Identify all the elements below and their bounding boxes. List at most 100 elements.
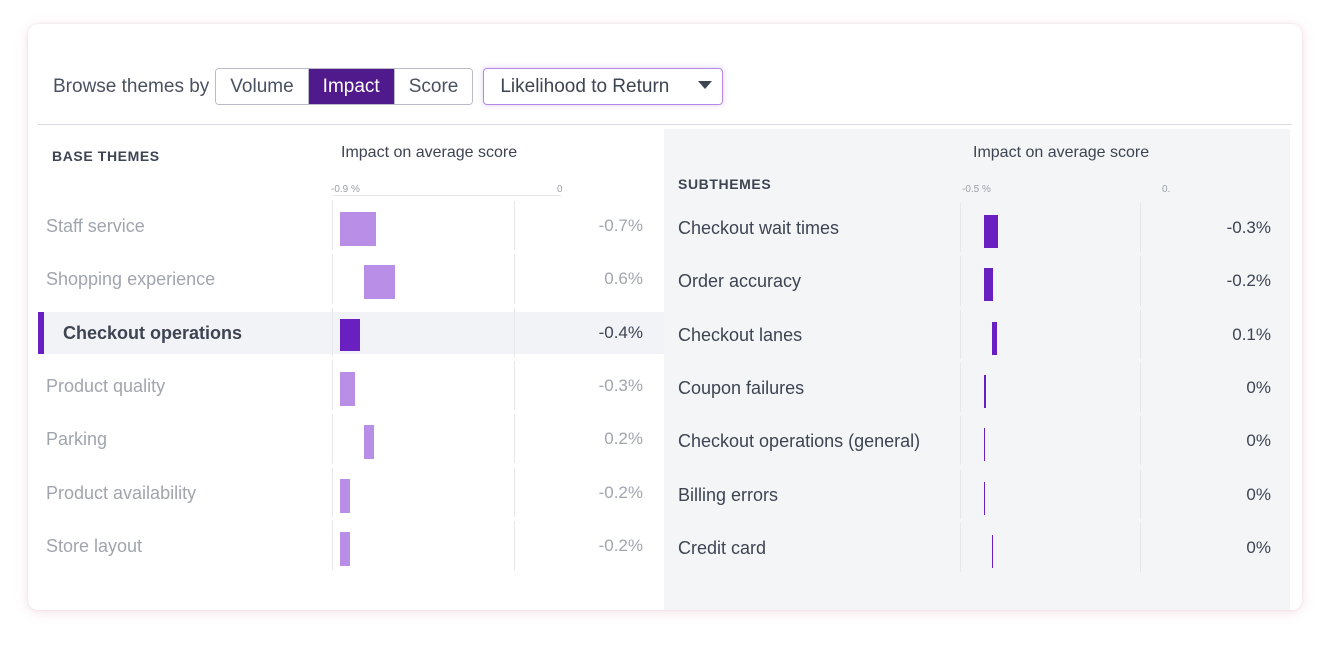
chart-gridline [1140,469,1141,519]
impact-value: 0% [1246,537,1271,557]
chart-gridline [332,307,333,357]
impact-button[interactable]: Impact [308,69,395,104]
impact-value: -0.7% [598,216,643,235]
impact-bar [984,481,985,515]
base-theme-row[interactable]: Shopping experience 0.6% [38,254,664,304]
base-theme-row[interactable]: Store layout -0.2% [38,520,664,571]
impact-value: -0.2% [598,535,643,555]
impact-value: -0.2% [1226,271,1271,291]
impact-value: 0.1% [1232,324,1271,344]
impact-bar [340,371,356,406]
impact-value: -0.4% [598,322,643,342]
chart-gridline [332,414,333,464]
base-axis-line [333,195,561,196]
subtheme-row[interactable]: Checkout operations (general) 0% [664,416,1290,466]
metric-dropdown[interactable]: Likelihood to Return [483,68,724,105]
sub-tick-left: -0.5 % [962,184,991,195]
chart-gridline [332,201,333,251]
chart-gridline [514,414,515,464]
theme-name: Coupon failures [678,377,805,398]
theme-name: Parking [46,429,108,450]
subtheme-row[interactable]: Billing errors 0% [664,469,1290,519]
chart-gridline [960,362,961,413]
base-tick-left: -0.9 % [331,184,360,195]
theme-name: Billing errors [678,484,779,505]
impact-bar [984,374,987,408]
chart-gridline [514,520,515,571]
selected-indicator [38,311,44,354]
chart-gridline [960,469,961,519]
score-button[interactable]: Score [394,69,473,104]
chart-gridline [514,467,515,517]
subtheme-row[interactable]: Coupon failures 0% [664,362,1290,413]
subtheme-row[interactable]: Order accuracy -0.2% [664,256,1290,306]
chart-gridline [960,203,961,253]
theme-name: Product availability [46,482,197,503]
base-theme-row[interactable]: Staff service -0.7% [38,201,664,251]
theme-name: Checkout wait times [678,218,840,238]
chart-gridline [960,309,961,359]
base-theme-row[interactable]: Product availability -0.2% [38,467,664,517]
impact-bar [340,318,361,351]
chart-gridline [514,201,515,251]
browse-segmented-control: Volume Impact Score [215,68,474,105]
chart-gridline [514,307,515,357]
subtheme-row[interactable]: Credit card 0% [664,522,1290,573]
chart-gridline [960,416,961,466]
impact-bar [992,321,997,355]
chart-gridline [1140,522,1141,573]
subthemes-panel [664,129,1290,610]
chevron-down-icon [698,81,713,89]
impact-bar [340,531,351,566]
base-theme-row[interactable]: Parking 0.2% [38,414,664,464]
theme-name: Checkout lanes [678,324,803,345]
impact-value: -0.3% [598,375,643,395]
browse-toolbar: Browse themes by Volume Impact Score Lik… [53,68,724,105]
browse-label: Browse themes by [53,75,210,97]
subtheme-row[interactable]: Checkout lanes 0.1% [664,309,1290,359]
subtheme-row[interactable]: Checkout wait times -0.3% [664,203,1290,253]
chart-gridline [960,256,961,306]
impact-value: 0.6% [604,269,643,289]
chart-gridline [332,520,333,571]
theme-impact-card: Browse themes by Volume Impact Score Lik… [28,24,1302,610]
theme-name: Checkout operations (general) [678,431,921,452]
impact-bar [984,215,998,248]
base-chart-header: Impact on average score [341,144,518,161]
chart-gridline [1140,416,1141,466]
sub-chart-header: Impact on average score [973,144,1150,161]
impact-value: 0% [1246,484,1271,504]
chart-gridline [1140,309,1141,359]
theme-name: Credit card [678,537,767,558]
base-theme-row[interactable]: Product quality -0.3% [38,360,664,411]
chart-gridline [514,254,515,304]
theme-name: Order accuracy [678,271,802,292]
theme-name: Shopping experience [46,269,216,290]
base-themes-header: BASE THEMES [52,148,160,164]
impact-bar [984,428,985,462]
impact-bar [364,425,375,460]
chart-gridline [1140,362,1141,413]
impact-bar [364,265,395,300]
chart-gridline [332,254,333,304]
chart-gridline [514,360,515,411]
chart-gridline [1140,256,1141,306]
impact-value: -0.3% [1226,218,1271,237]
impact-value: 0% [1246,431,1271,451]
theme-name: Product quality [46,375,166,396]
theme-name: Staff service [46,216,145,236]
impact-bar [992,534,993,568]
subthemes-header: SUBTHEMES [678,176,772,192]
impact-value: 0% [1246,377,1271,397]
chart-gridline [1140,203,1141,253]
impact-value: -0.2% [598,482,643,502]
base-tick-right: 0.9 % [557,184,563,195]
metric-dropdown-value: Likelihood to Return [500,75,670,97]
base-theme-row[interactable]: Checkout operations -0.4% [38,307,664,357]
theme-name: Store layout [46,535,143,556]
volume-button[interactable]: Volume [216,69,309,104]
sub-tick-right: 0.5 % [1162,184,1170,195]
impact-value: 0.2% [604,429,643,449]
impact-bar [340,212,376,246]
impact-bar [984,268,994,302]
